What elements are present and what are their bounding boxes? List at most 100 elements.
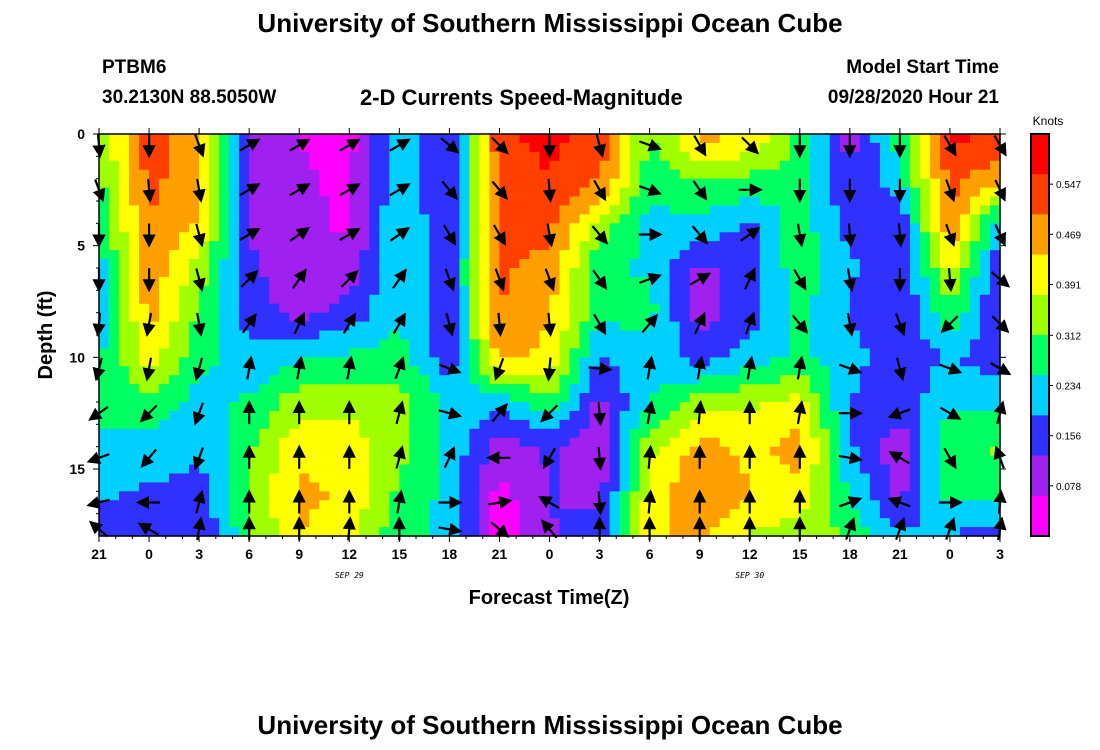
heatmap-cell (769, 402, 781, 412)
heatmap-cell (239, 348, 250, 358)
heatmap-cell (679, 294, 691, 305)
colorbar-tick-label: 0.312 (1056, 331, 1081, 342)
heatmap-cell (109, 357, 120, 367)
heatmap-cell (289, 160, 300, 171)
heatmap-cell (149, 419, 160, 430)
heatmap-cell (529, 473, 541, 483)
heatmap-cell (879, 437, 891, 448)
heatmap-cell (669, 437, 681, 448)
heatmap-cell (729, 428, 741, 439)
colorbar-segment (1031, 201, 1049, 209)
heatmap-cell (439, 196, 450, 207)
heatmap-cell (579, 428, 591, 439)
heatmap-cell (219, 276, 230, 287)
heatmap-cell (399, 169, 410, 180)
heatmap-cell (659, 151, 671, 162)
heatmap-cell (419, 303, 430, 314)
heatmap-cell (859, 357, 871, 367)
heatmap-cell (229, 375, 240, 385)
colorbar-tick-label: 0.156 (1056, 432, 1081, 443)
heatmap-cell (579, 491, 591, 501)
heatmap-cell (279, 410, 290, 421)
heatmap-cell (639, 527, 651, 537)
heatmap-cell (429, 160, 440, 171)
heatmap-cell (169, 196, 180, 207)
heatmap-cell (659, 250, 671, 260)
heatmap-cell (489, 473, 501, 483)
heatmap-cell (199, 366, 210, 376)
heatmap-cell (409, 446, 420, 457)
heatmap-cell (849, 134, 861, 144)
heatmap-cell (929, 303, 941, 314)
current-vector (939, 406, 962, 420)
heatmap-cell (229, 357, 240, 367)
heatmap-cell (249, 455, 260, 466)
heatmap-cell (689, 375, 701, 385)
heatmap-cell (799, 348, 811, 358)
heatmap-cell (779, 241, 791, 251)
heatmap-cell (729, 259, 741, 269)
heatmap-cell (379, 446, 390, 457)
x-tick-label: 15 (392, 546, 408, 562)
heatmap-cell (109, 464, 120, 475)
heatmap-cell (499, 151, 511, 162)
heatmap-cell (929, 178, 941, 189)
heatmap-cell (979, 330, 991, 341)
heatmap-cell (819, 437, 831, 448)
heatmap-cell (809, 455, 821, 466)
heatmap-cell (809, 205, 821, 215)
heatmap-cell (219, 259, 230, 269)
heatmap-cell (209, 402, 220, 412)
heatmap-cell (509, 134, 521, 144)
heatmap-cell (319, 214, 330, 224)
heatmap-cell (879, 232, 891, 242)
heatmap-cell (729, 446, 741, 457)
heatmap-cell (909, 285, 921, 296)
heatmap-cell (819, 357, 831, 367)
heatmap-cell (309, 276, 320, 287)
heatmap-cell (569, 232, 581, 242)
heatmap-cell (389, 410, 400, 421)
heatmap-cell (199, 214, 210, 224)
heatmap-cell (859, 348, 871, 358)
heatmap-cell (989, 509, 1001, 519)
heatmap-cell (549, 491, 561, 501)
heatmap-cell (779, 268, 791, 278)
heatmap-cell (459, 205, 471, 215)
heatmap-cell (879, 428, 891, 439)
heatmap-cell (739, 241, 751, 251)
heatmap-cell (329, 473, 340, 483)
heatmap-cell (189, 473, 200, 483)
heatmap-cell (599, 205, 611, 215)
heatmap-cell (629, 464, 641, 475)
heatmap-cell (649, 437, 661, 448)
heatmap-cell (99, 214, 110, 224)
heatmap-cell (709, 276, 721, 287)
heatmap-cell (389, 446, 400, 457)
heatmap-cell (359, 151, 370, 162)
heatmap-cell (389, 250, 400, 260)
heatmap-cell (869, 482, 881, 492)
heatmap-cell (699, 375, 711, 385)
heatmap-cell (509, 232, 521, 242)
heatmap-cell (289, 437, 300, 448)
heatmap-cell (829, 464, 841, 475)
heatmap-cell (269, 214, 280, 224)
heatmap-cell (969, 321, 981, 332)
heatmap-cell (629, 214, 641, 224)
heatmap-cell (509, 446, 521, 457)
heatmap-cell (809, 321, 821, 332)
heatmap-cell (669, 509, 681, 519)
heatmap-cell (639, 259, 651, 269)
heatmap-cell (579, 464, 591, 475)
heatmap-cell (279, 464, 290, 475)
heatmap-cell (639, 348, 651, 358)
heatmap-cell (259, 419, 270, 430)
heatmap-cell (569, 527, 581, 537)
heatmap-cell (149, 393, 160, 403)
heatmap-cell (759, 169, 771, 180)
heatmap-cell (809, 410, 821, 421)
heatmap-cell (799, 250, 811, 260)
heatmap-cell (399, 437, 410, 448)
colorbar-tick-label: 0.391 (1056, 281, 1081, 292)
